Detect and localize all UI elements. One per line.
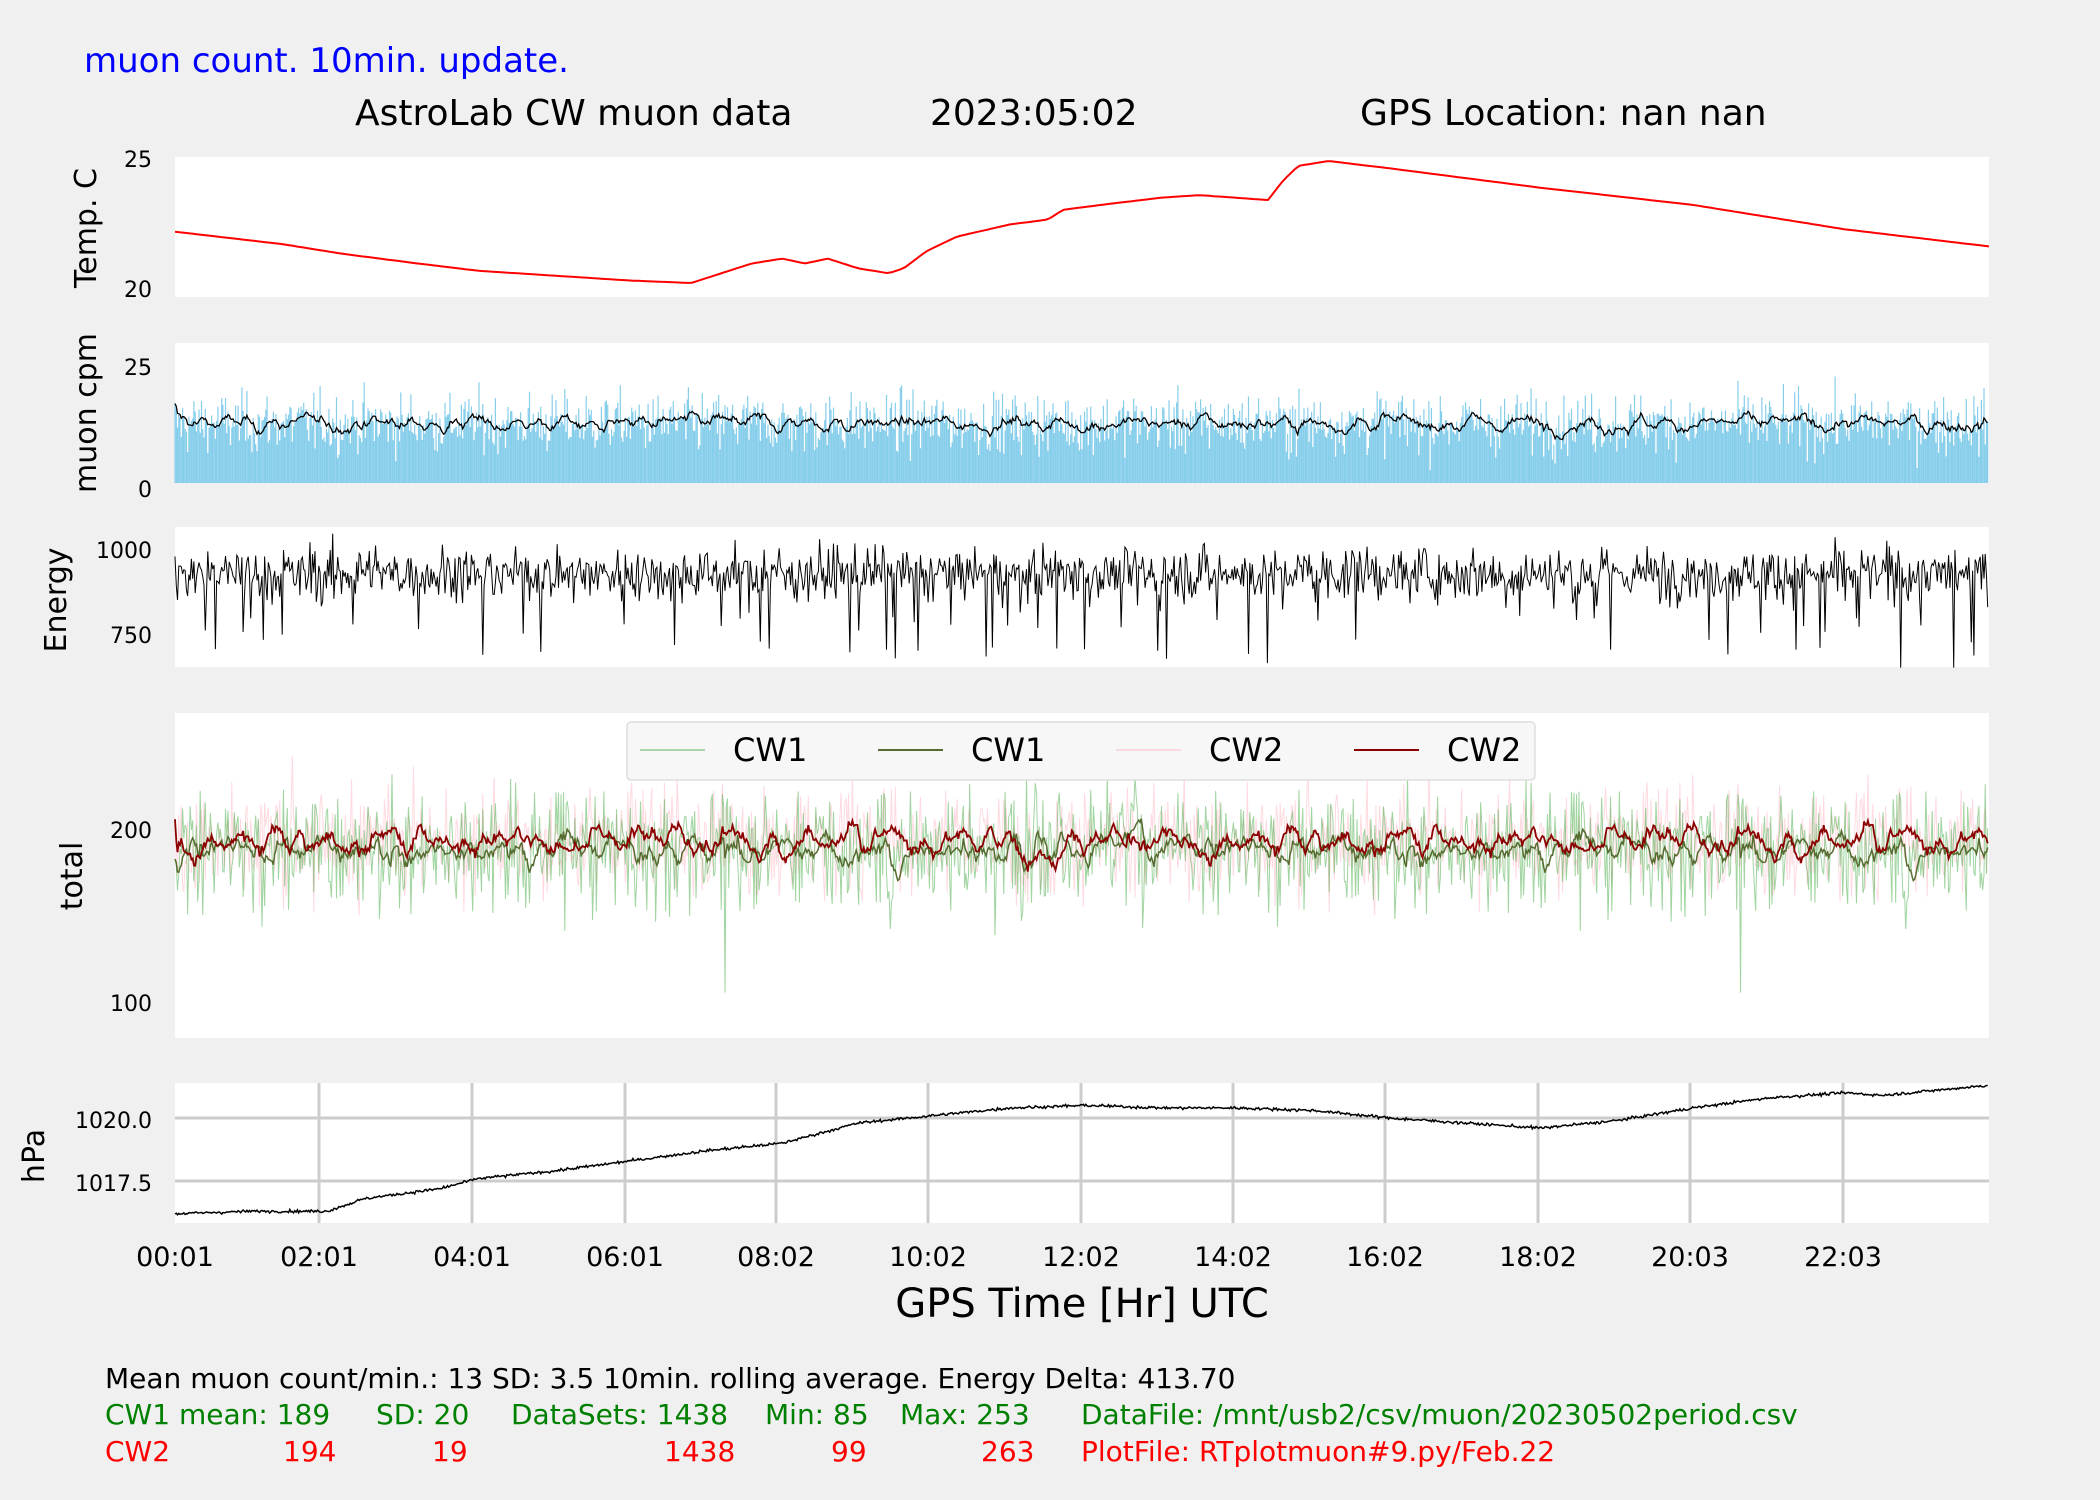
temp-line [174,160,1990,284]
total-series [174,755,1989,993]
cw1-sd: SD: 20 [376,1398,469,1431]
x-axis-ticks: 00:01 02:01 04:01 06:01 08:02 10:02 12:02 14:02… [136,1242,1882,1273]
legend-label-cw2-avg: CW2 [1447,731,1521,769]
muon-series [174,376,1989,483]
legend-box [626,721,1536,781]
legend: CW1 CW1 CW2 CW2 [626,721,1536,781]
x-tick-label: 08:02 [737,1242,815,1273]
x-tick-label: 10:02 [889,1242,967,1273]
total-ytick-200: 200 [110,819,152,844]
pressure-grid [175,1083,1989,1223]
legend-label-cw1-avg: CW1 [971,731,1045,769]
stats-summary: Mean muon count/min.: 13 SD: 3.5 10min. … [105,1362,1235,1395]
x-tick-label: 22:03 [1804,1242,1882,1273]
pressure-ytick-1020: 1020.0 [75,1109,152,1134]
x-tick-label: 16:02 [1346,1242,1424,1273]
legend-label-cw1-raw: CW1 [733,731,807,769]
x-tick-label: 04:01 [433,1242,511,1273]
cw1-datafile: DataFile: /mnt/usb2/csv/muon/20230502per… [1081,1398,1798,1431]
temp-ylabel: Temp. C [69,168,104,289]
muon-bars [174,376,1989,483]
muon-rolling-avg [174,403,1988,441]
muon-ylabel: muon cpm [69,333,104,493]
x-tick-label: 06:01 [586,1242,664,1273]
energy-panel [175,527,1989,667]
cw1-min: Min: 85 [765,1398,869,1431]
energy-ylabel: Energy [39,547,74,652]
cw2-plotfile: PlotFile: RTplotmuon#9.py/Feb.22 [1081,1435,1555,1468]
cw2-min: 99 [831,1435,867,1468]
x-tick-label: 00:01 [136,1242,214,1273]
x-axis-label: GPS Time [Hr] UTC [895,1281,1269,1327]
legend-label-cw2-raw: CW2 [1209,731,1283,769]
energy-series [174,533,1989,668]
energy-ytick-1000: 1000 [96,539,152,564]
gps-location: GPS Location: nan nan [1360,93,1767,134]
update-note: muon count. 10min. update. [84,41,569,81]
chart-date: 2023:05:02 [930,93,1138,134]
cw2-label: CW2 [105,1435,170,1468]
total-ylabel: total [55,842,90,911]
cw1-raw-line [174,774,1989,993]
pressure-ytick-1017: 1017.5 [75,1172,152,1197]
cw1-mean: CW1 mean: 189 [105,1398,330,1431]
cw2-mean: 194 [283,1435,336,1468]
cw1-max: Max: 253 [900,1398,1030,1431]
cw1-rolling-avg [174,818,1989,882]
x-tick-label: 18:02 [1499,1242,1577,1273]
energy-ytick-750: 750 [110,624,152,649]
chart-title: AstroLab CW muon data [355,93,792,134]
total-ytick-100: 100 [110,992,152,1017]
pressure-line [174,1084,1988,1216]
energy-line [174,533,1989,668]
x-tick-label: 20:03 [1651,1242,1729,1273]
cw1-datasets: DataSets: 1438 [511,1398,728,1431]
cw2-max: 263 [981,1435,1034,1468]
cw2-sd: 19 [432,1435,468,1468]
cw2-rolling-avg [174,817,1989,874]
x-tick-label: 14:02 [1194,1242,1272,1273]
x-tick-label: 02:01 [280,1242,358,1273]
temp-series [174,160,1990,284]
temp-ytick-25: 25 [124,148,152,173]
x-tick-label: 12:02 [1042,1242,1120,1273]
muon-ytick-25: 25 [124,356,152,381]
temp-ytick-20: 20 [124,278,152,303]
temp-panel [175,157,1989,297]
pressure-ylabel: hPa [17,1129,52,1183]
pressure-series [174,1084,1988,1216]
cw2-datasets: 1438 [664,1435,735,1468]
muon-ytick-0: 0 [138,478,152,503]
